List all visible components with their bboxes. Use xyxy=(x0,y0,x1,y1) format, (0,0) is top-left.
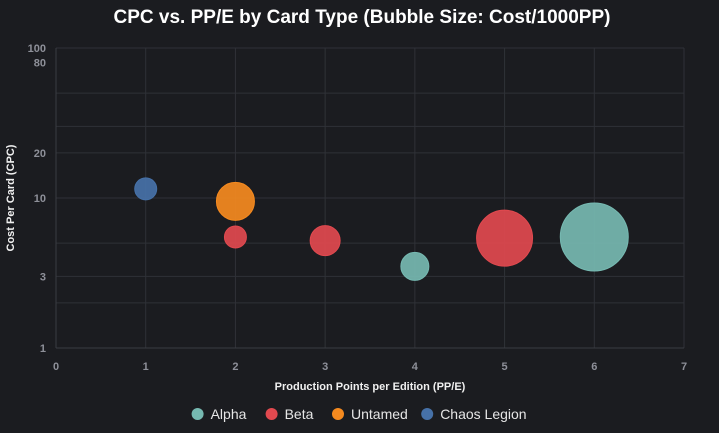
legend-item-alpha[interactable]: Alpha xyxy=(191,406,247,422)
legend: Alpha Beta Untamed Chaos Legion xyxy=(191,406,527,422)
bubble-chaos-legion[interactable] xyxy=(134,177,158,201)
y-tick-label: 100 xyxy=(28,43,46,55)
bubble-beta[interactable] xyxy=(476,209,534,267)
legend-label: Untamed xyxy=(351,406,408,422)
legend-label: Beta xyxy=(285,406,314,422)
x-tick-label: 2 xyxy=(232,361,238,373)
x-tick-label: 3 xyxy=(322,361,328,373)
y-tick-label: 10 xyxy=(34,193,46,205)
chart-title: CPC vs. PP/E by Card Type (Bubble Size: … xyxy=(114,7,611,28)
legend-item-beta[interactable]: Beta xyxy=(265,406,314,422)
x-tick-label: 5 xyxy=(502,361,508,373)
grid-layer xyxy=(55,47,685,349)
legend-swatch xyxy=(421,408,434,420)
legend-swatch xyxy=(191,408,204,420)
bubble-alpha[interactable] xyxy=(400,251,430,281)
x-tick-label: 0 xyxy=(53,361,59,373)
y-tick-label: 80 xyxy=(34,58,46,70)
bubble-beta[interactable] xyxy=(309,225,341,257)
x-tick-label: 1 xyxy=(143,361,149,373)
y-tick-label: 3 xyxy=(40,271,46,283)
x-tick-label: 7 xyxy=(681,361,687,373)
x-tick-label: 6 xyxy=(591,361,597,373)
bubble-layer xyxy=(134,177,629,281)
legend-label: Chaos Legion xyxy=(440,406,526,422)
y-tick-label: 20 xyxy=(34,148,46,160)
legend-item-chaos-legion[interactable]: Chaos Legion xyxy=(421,406,527,422)
legend-swatch xyxy=(265,408,278,420)
bubble-beta[interactable] xyxy=(223,225,247,249)
legend-swatch xyxy=(332,408,344,420)
y-axis-label: Cost Per Card (CPC) xyxy=(5,144,17,251)
bubble-untamed[interactable] xyxy=(215,181,255,221)
x-axis-label: Production Points per Edition (PP/E) xyxy=(275,381,466,393)
x-tick-label: 4 xyxy=(412,361,419,373)
bubble-alpha[interactable] xyxy=(559,202,629,272)
legend-item-untamed[interactable]: Untamed xyxy=(332,406,408,422)
y-tick-label: 1 xyxy=(40,343,46,355)
legend-label: Alpha xyxy=(211,406,247,422)
